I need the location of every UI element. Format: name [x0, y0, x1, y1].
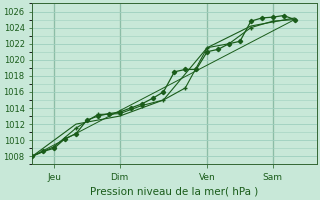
X-axis label: Pression niveau de la mer( hPa ): Pression niveau de la mer( hPa ) — [90, 187, 259, 197]
